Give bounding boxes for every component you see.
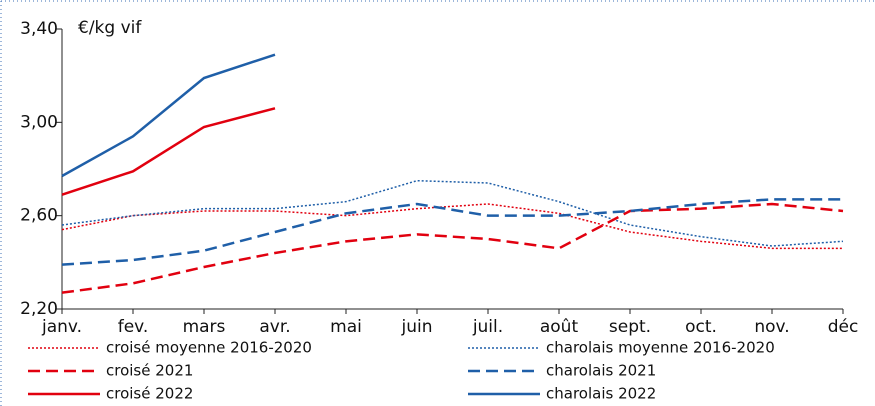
x-tick-label: janv. (41, 317, 82, 337)
series-line (61, 203, 843, 250)
x-tick-label: mai (330, 317, 362, 337)
x-tick-label: juil. (472, 317, 503, 337)
x-tick-label: mars (183, 317, 226, 337)
x-tick-label: juin (401, 317, 433, 337)
y-axis-label: €/kg vif (78, 18, 142, 38)
legend-label: croisé 2021 (106, 362, 193, 380)
x-tick-label: déc (828, 317, 859, 337)
x-tick-label: oct. (685, 317, 717, 337)
y-tick-label: 2,20 (20, 299, 58, 319)
series-line (61, 202, 844, 294)
y-tick-label: 3,40 (20, 19, 58, 39)
legend-label: charolais moyenne 2016-2020 (546, 339, 775, 357)
y-tick-label: 2,60 (20, 206, 58, 226)
x-tick-label: sept. (609, 317, 651, 337)
x-tick-label: nov. (754, 317, 789, 337)
series-line (61, 107, 276, 196)
series-line (61, 198, 843, 266)
legend-label: charolais 2022 (546, 385, 656, 403)
legend-label: croisé moyenne 2016-2020 (106, 339, 312, 357)
x-tick-label: avr. (259, 317, 290, 337)
x-tick-label: août (540, 317, 579, 337)
y-tick-label: 3,00 (20, 112, 58, 132)
series-line (61, 53, 276, 178)
series-line (61, 179, 844, 247)
legend-label: charolais 2021 (546, 362, 656, 380)
x-tick-label: fev. (118, 317, 149, 337)
legend-label: croisé 2022 (106, 385, 193, 403)
